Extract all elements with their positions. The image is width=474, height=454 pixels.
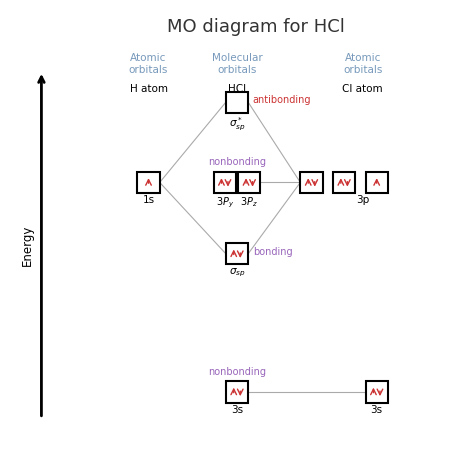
Bar	[365, 381, 388, 403]
Text: HCl: HCl	[228, 84, 246, 94]
Text: 3s: 3s	[371, 405, 383, 415]
Text: $\sigma_{sp}$: $\sigma_{sp}$	[228, 266, 246, 279]
Bar	[301, 172, 323, 193]
Text: Atomic
orbitals: Atomic orbitals	[129, 53, 168, 75]
Text: MO diagram for HCl: MO diagram for HCl	[167, 18, 345, 35]
Text: 3s: 3s	[231, 405, 243, 415]
Text: antibonding: antibonding	[253, 95, 311, 105]
Text: bonding: bonding	[253, 247, 292, 257]
Bar	[365, 172, 388, 193]
Bar	[238, 172, 261, 193]
Text: Atomic
orbitals: Atomic orbitals	[343, 53, 383, 75]
Text: $3P_y$: $3P_y$	[216, 195, 234, 210]
Text: H atom: H atom	[129, 84, 167, 94]
Bar	[333, 172, 356, 193]
Text: Energy: Energy	[21, 224, 34, 266]
Text: 1s: 1s	[143, 195, 155, 205]
Text: $\sigma^*_{sp}$: $\sigma^*_{sp}$	[228, 115, 246, 133]
Bar	[226, 92, 248, 113]
Text: 3p: 3p	[356, 195, 369, 205]
Text: nonbonding: nonbonding	[208, 367, 266, 377]
Bar	[137, 172, 160, 193]
Text: $3P_z$: $3P_z$	[240, 195, 258, 209]
Bar	[213, 172, 236, 193]
Bar	[226, 243, 248, 264]
Text: Molecular
orbitals: Molecular orbitals	[211, 53, 263, 75]
Text: Cl atom: Cl atom	[342, 84, 383, 94]
Text: nonbonding: nonbonding	[208, 157, 266, 167]
Bar	[226, 381, 248, 403]
